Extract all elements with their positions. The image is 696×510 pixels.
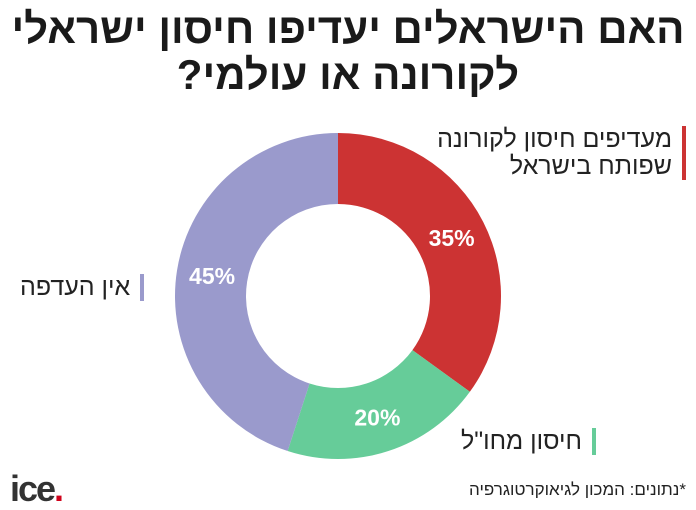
slice-no-preference xyxy=(175,132,338,452)
chart-title: האם הישראלים יעדיפו חיסון ישראלי לקורונה… xyxy=(11,5,685,98)
slice-foreign-vaccine xyxy=(287,350,470,459)
data-label: 20% xyxy=(354,404,400,430)
data-label: 35% xyxy=(429,225,475,251)
legend-israeli-vaccine: מעדיפים חיסון לקורונה שפותח בישראל xyxy=(412,126,686,180)
ice-logo: ice. xyxy=(10,468,64,509)
legend-no-preference: אין העדפה xyxy=(20,274,145,301)
legend-foreign-vaccine: חיסון מחו"ל xyxy=(461,428,596,455)
source-note: *נתונים: המכון לגיאוקרטוגרפיה xyxy=(469,480,686,499)
data-label: 45% xyxy=(189,263,235,289)
slice-israeli-vaccine xyxy=(338,133,501,392)
